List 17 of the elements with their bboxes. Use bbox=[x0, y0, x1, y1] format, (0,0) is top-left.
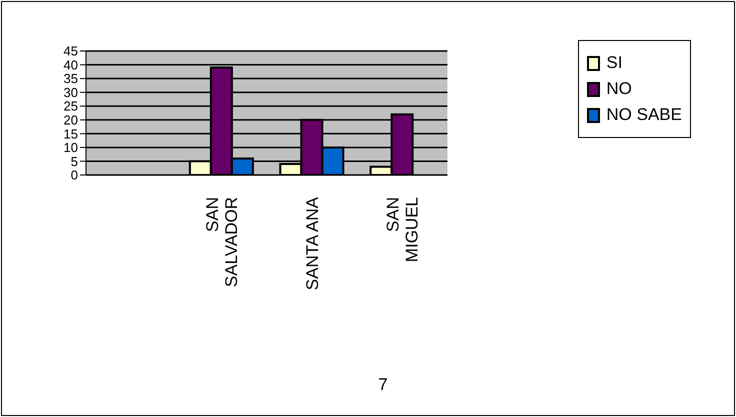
y-tick-label: 25 bbox=[64, 98, 78, 114]
legend-label: SI bbox=[606, 53, 622, 73]
x-tick-label: SANTA ANA bbox=[302, 196, 322, 290]
y-tick-label: 30 bbox=[64, 84, 78, 100]
x-tick-label: SAN MIGUEL bbox=[384, 197, 422, 262]
y-tick-label: 5 bbox=[70, 154, 78, 169]
y-tick-label: 40 bbox=[64, 57, 78, 72]
text: 7 bbox=[377, 375, 389, 395]
y-tick-label: 35 bbox=[64, 71, 78, 86]
legend-label: NO SABE bbox=[606, 105, 682, 125]
y-tick-label: 20 bbox=[64, 112, 78, 128]
y-tick-label: 10 bbox=[64, 140, 78, 156]
y-tick-label: 0 bbox=[70, 168, 78, 183]
x-tick-label: SAN SALVADOR bbox=[203, 197, 242, 288]
y-tick-label: 45 bbox=[64, 44, 78, 59]
y-tick-label: 15 bbox=[64, 126, 78, 142]
legend-label: NO bbox=[606, 79, 632, 99]
